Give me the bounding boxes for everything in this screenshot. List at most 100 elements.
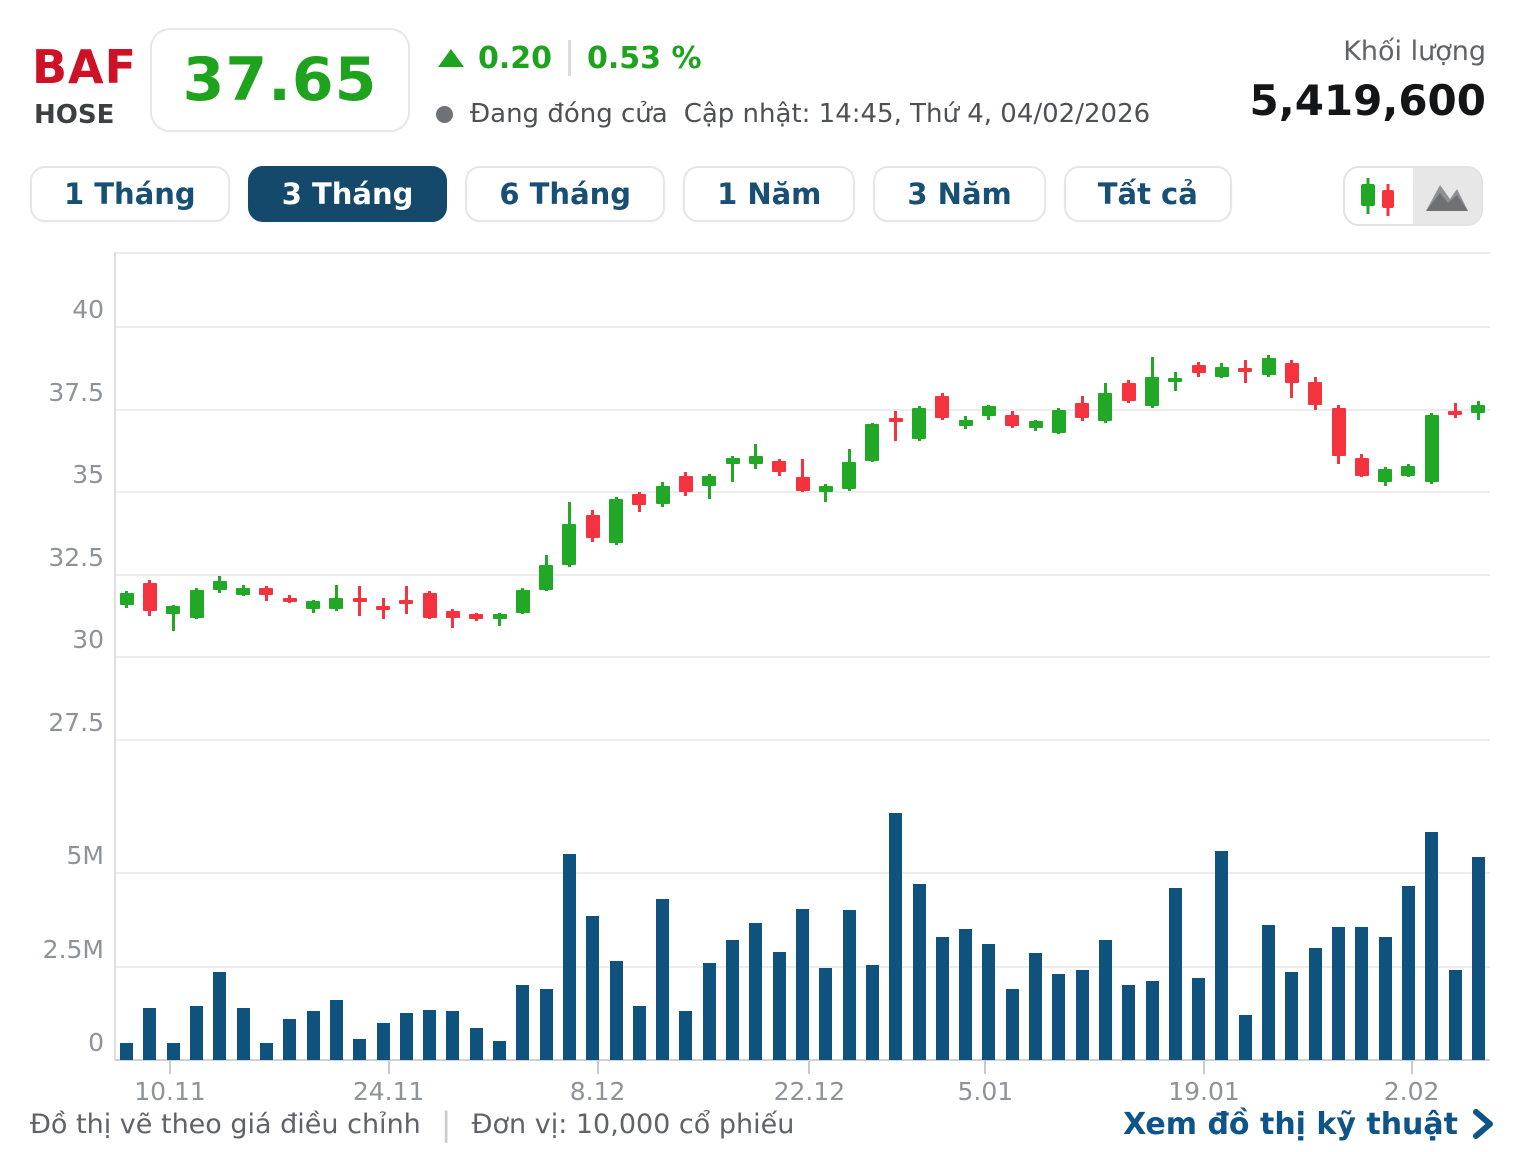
footer-divider: | xyxy=(440,1105,452,1143)
volume-bar xyxy=(1168,887,1182,1060)
volume-bar xyxy=(329,1000,343,1060)
volume-chart-plot[interactable] xyxy=(115,813,1490,1060)
volume-bar xyxy=(912,884,926,1060)
current-price: 37.65 xyxy=(182,45,378,115)
candle-body xyxy=(1424,414,1439,483)
volume-bar xyxy=(283,1018,297,1060)
price-gridline xyxy=(115,408,1490,411)
volume-bar xyxy=(702,962,716,1060)
candle-body xyxy=(772,460,787,473)
candle-body xyxy=(1214,366,1229,377)
candle-body xyxy=(842,462,857,489)
candle-wick xyxy=(824,483,828,503)
volume-bar xyxy=(679,1011,693,1060)
technical-chart-link[interactable]: Xem đồ thị kỹ thuật xyxy=(1123,1107,1494,1142)
candle-body xyxy=(1238,368,1253,373)
price-axis-label: 30 xyxy=(72,625,104,655)
candle-body xyxy=(142,583,157,612)
candle-body xyxy=(1378,469,1393,483)
volume-bar xyxy=(1448,970,1462,1060)
candle-body xyxy=(189,589,204,618)
candle-wick xyxy=(801,459,804,493)
unit-note: Đơn vị: 10,000 cổ phiếu xyxy=(471,1108,795,1140)
volume-axis-label: 5M xyxy=(66,841,104,870)
volume-bar xyxy=(166,1043,180,1060)
date-label: 19.01 xyxy=(1168,1077,1240,1106)
volume-value: 5,419,600 xyxy=(1249,76,1486,125)
volume-bar xyxy=(1401,886,1415,1060)
price-axis-label: 35 xyxy=(72,460,104,490)
volume-bar xyxy=(236,1007,250,1060)
candle-body xyxy=(1028,421,1043,428)
price-chart-plot[interactable] xyxy=(115,252,1490,780)
volume-bar xyxy=(772,951,786,1060)
candle-body xyxy=(352,597,367,602)
candle-body xyxy=(282,597,297,602)
change-percent: 0.53 % xyxy=(587,40,702,76)
volume-bar xyxy=(539,988,553,1060)
volume-bar xyxy=(1075,970,1089,1060)
tab-1-nam[interactable]: 1 Năm xyxy=(683,166,856,222)
chevron-right-icon xyxy=(1473,1109,1493,1139)
volume-bar xyxy=(306,1011,320,1060)
chart-top-border xyxy=(115,252,1490,254)
candle-body xyxy=(212,581,227,590)
candle-body xyxy=(748,455,763,465)
tab-6-thang[interactable]: 6 Tháng xyxy=(465,166,666,222)
volume-bar xyxy=(1425,831,1439,1060)
candle-wick xyxy=(334,584,338,612)
exchange-name: HOSE xyxy=(34,100,115,130)
volume-bar xyxy=(213,972,227,1060)
candle-body xyxy=(376,606,390,611)
volume-axis-label: 2.5M xyxy=(42,934,104,964)
price-axis-label: 37.5 xyxy=(48,377,104,407)
volume-bar xyxy=(726,940,740,1060)
volume-bar xyxy=(423,1009,437,1060)
chart-footer: Đồ thị vẽ theo giá điều chỉnh | Đơn vị: … xyxy=(30,1102,1494,1146)
candle-body xyxy=(1121,383,1136,402)
volume-bar xyxy=(1355,927,1369,1060)
candle-body xyxy=(1051,409,1066,433)
volume-bar xyxy=(935,936,949,1060)
candle-body xyxy=(912,407,927,440)
tab-3-thang[interactable]: 3 Tháng xyxy=(247,166,448,222)
volume-bar xyxy=(399,1013,413,1060)
volume-bar xyxy=(1192,977,1206,1060)
candle-body xyxy=(795,477,810,491)
chart-type-toggle xyxy=(1343,166,1483,226)
candle-body xyxy=(399,599,414,604)
volume-bar xyxy=(632,1005,646,1060)
tab-tat-ca[interactable]: Tất cả xyxy=(1063,166,1232,222)
volume-bar xyxy=(259,1043,273,1060)
candle-body xyxy=(1448,411,1463,416)
candle-body xyxy=(1284,363,1299,384)
x-axis-tick xyxy=(387,1060,390,1074)
volume-bar xyxy=(493,1041,507,1060)
price-gridline xyxy=(115,573,1490,576)
volume-bar xyxy=(749,923,763,1060)
candle-body xyxy=(492,614,507,620)
candle-body xyxy=(585,515,600,539)
candle-body xyxy=(958,419,973,427)
candle-wick xyxy=(171,604,175,631)
volume-bar xyxy=(469,1028,483,1060)
market-closed-dot-icon xyxy=(436,105,453,123)
market-status-row: Đang đóng cửa Cập nhật: 14:45, Thứ 4, 04… xyxy=(436,99,1150,129)
price-gridline xyxy=(115,656,1490,659)
candle-body xyxy=(515,589,530,613)
x-axis-tick xyxy=(596,1060,599,1074)
candle-body xyxy=(539,564,554,590)
volume-bar xyxy=(819,968,833,1060)
tab-3-nam[interactable]: 3 Năm xyxy=(873,166,1046,222)
volume-bar xyxy=(1332,927,1346,1060)
volume-bar xyxy=(982,944,996,1060)
price-change-row: 0.20 0.53 % xyxy=(438,40,702,76)
candlestick-chart-button[interactable] xyxy=(1345,168,1413,224)
candlestick-icon xyxy=(1361,178,1394,216)
x-axis-tick xyxy=(808,1060,811,1074)
price-gridline xyxy=(115,739,1490,741)
volume-bar xyxy=(796,908,809,1060)
area-chart-button[interactable] xyxy=(1413,168,1481,224)
tab-1-thang[interactable]: 1 Tháng xyxy=(30,166,230,222)
